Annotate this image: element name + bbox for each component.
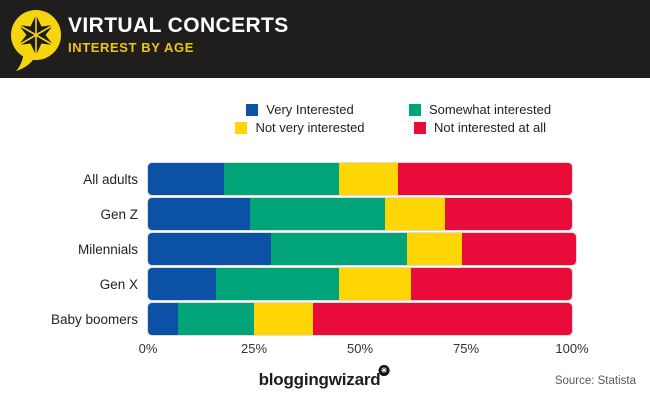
brand-label: bloggingwizard [258,370,381,389]
bar-segment-not-very-interested [338,163,399,195]
category-label: Baby boomers [50,311,138,327]
source-credit: Source: Statista [554,375,636,387]
stacked-bar [148,268,572,300]
legend-label: Not very interested [255,120,365,135]
bar-segment-not-interested-at-all [313,303,572,335]
stacked-bar [148,303,572,335]
bar-segment-not-very-interested [406,233,462,265]
stacked-bar [148,163,572,195]
bar-segment-not-very-interested [338,268,411,300]
legend-swatch-icon [235,121,248,134]
chart-row-milennials: Milennials [0,233,650,265]
legend-label: Very Interested [266,102,354,117]
bar-segment-not-very-interested [254,303,314,335]
x-axis-tick: 75% [452,341,480,356]
chart-row-all-adults: All adults [0,163,650,195]
bar-segment-very-interested [148,233,271,265]
category-label: Milennials [77,241,138,257]
bar-segment-very-interested [148,303,178,335]
bar-segment-very-interested [148,163,225,195]
x-axis-tick: 100% [555,341,589,356]
x-axis-tick: 0% [138,341,158,356]
chart-row-gen-z: Gen Z [0,198,650,230]
bar-segment-not-interested-at-all [461,233,577,265]
legend-item-not-very-interested: Not very interested [210,119,390,136]
bar-segment-somewhat-interested [249,198,386,230]
page-subtitle: INTEREST BY AGE [68,40,195,56]
brand-wordmark: bloggingwizard✳ [258,365,392,390]
header-band: VIRTUAL CONCERTS INTEREST BY AGE [0,0,650,78]
bar-segment-somewhat-interested [224,163,339,195]
x-axis-tick: 25% [240,341,268,356]
x-axis: 0% 25% 50% 75% 100% [139,341,589,359]
bar-segment-somewhat-interested [270,233,407,265]
bar-segment-not-very-interested [385,198,445,230]
bar-segment-very-interested [148,198,250,230]
bar-segment-somewhat-interested [215,268,339,300]
category-label: All adults [83,171,138,187]
legend-label: Not interested at all [433,120,546,135]
x-axis-tick: 50% [346,341,374,356]
legend: Very Interested Somewhat interested Not ve… [210,101,570,136]
bar-segment-not-interested-at-all [444,198,572,230]
category-label: Gen Z [100,206,138,222]
header-text: VIRTUAL CONCERTS INTEREST BY AGE [68,14,289,55]
legend-item-very-interested: Very Interested [210,101,390,118]
category-label: Gen X [99,276,138,292]
star-badge-icon: ✳ [378,365,390,376]
legend-label: Somewhat interested [428,102,552,117]
bar-segment-not-interested-at-all [410,268,572,300]
bar-segment-very-interested [148,268,216,300]
stacked-bar-chart: All adults Gen Z Milennials Gen X Baby boome… [0,163,650,338]
chart-row-gen-x: Gen X [0,268,650,300]
legend-swatch-icon [413,121,426,134]
stacked-bar [148,233,577,265]
stacked-bar [148,198,572,230]
legend-swatch-icon [246,103,259,116]
legend-item-somewhat-interested: Somewhat interested [390,101,570,118]
legend-swatch-icon [408,103,421,116]
bar-segment-not-interested-at-all [398,163,572,195]
legend-item-not-interested-at-all: Not interested at all [390,119,570,136]
chart-row-baby-boomers: Baby boomers [0,303,650,335]
bar-segment-somewhat-interested [177,303,254,335]
page-title: VIRTUAL CONCERTS [68,14,289,37]
speech-bubble-star-icon [11,10,61,71]
